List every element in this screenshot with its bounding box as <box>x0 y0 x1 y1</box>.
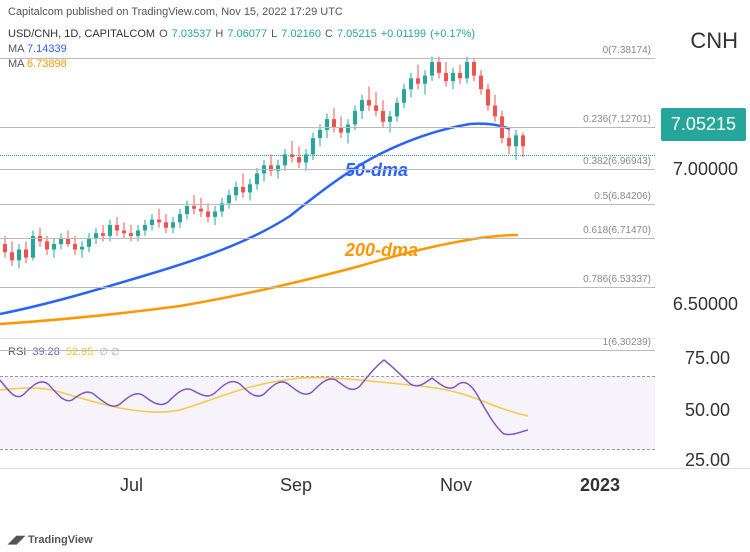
price-y-tick: 6.50000 <box>673 294 738 315</box>
price-y-tick: 7.00000 <box>673 159 738 180</box>
fib-line <box>0 287 655 288</box>
price-line <box>0 155 655 156</box>
fib-line <box>0 127 655 128</box>
fib-label: 0.786(6.53337) <box>583 274 651 287</box>
dma50-annotation: 50-dma <box>345 160 408 181</box>
price-chart[interactable] <box>0 24 655 336</box>
fib-line <box>0 238 655 239</box>
fib-line <box>0 169 655 170</box>
fib-label: 0.382(6.96943) <box>583 156 651 169</box>
fib-label: 1(6.30239) <box>603 337 651 350</box>
x-axis-tick: Jul <box>120 475 143 496</box>
fib-line <box>0 58 655 59</box>
price-svg <box>0 24 655 336</box>
tradingview-logo: ◢◤ TradingView <box>8 533 93 546</box>
rsi-y-tick: 25.00 <box>685 450 730 471</box>
rsi-y-tick: 75.00 <box>685 348 730 369</box>
panel-separator <box>0 338 655 339</box>
rsi-panel[interactable]: RSI 39.28 52.95 ∅ ∅ <box>0 342 655 462</box>
publish-caption: Capitalcom published on TradingView.com,… <box>8 6 343 18</box>
x-axis-tick: Sep <box>280 475 312 496</box>
fib-label: 0.5(6.84206) <box>594 191 651 204</box>
dma200-annotation: 200-dma <box>345 240 418 261</box>
fib-line <box>0 350 655 351</box>
x-axis-tick: Nov <box>440 475 472 496</box>
rsi-y-tick: 50.00 <box>685 400 730 421</box>
last-price-badge: 7.05215 <box>661 108 746 141</box>
fib-label: 0.618(6.71470) <box>583 225 651 238</box>
fib-label: 0.236(7.12701) <box>583 114 651 127</box>
fib-line <box>0 204 655 205</box>
rsi-svg <box>0 342 655 462</box>
quote-currency: CNH <box>690 28 738 54</box>
x-axis-tick: 2023 <box>580 475 620 496</box>
x-axis: Jul Sep Nov 2023 <box>0 468 750 498</box>
fib-label: 0(7.38174) <box>603 45 651 58</box>
